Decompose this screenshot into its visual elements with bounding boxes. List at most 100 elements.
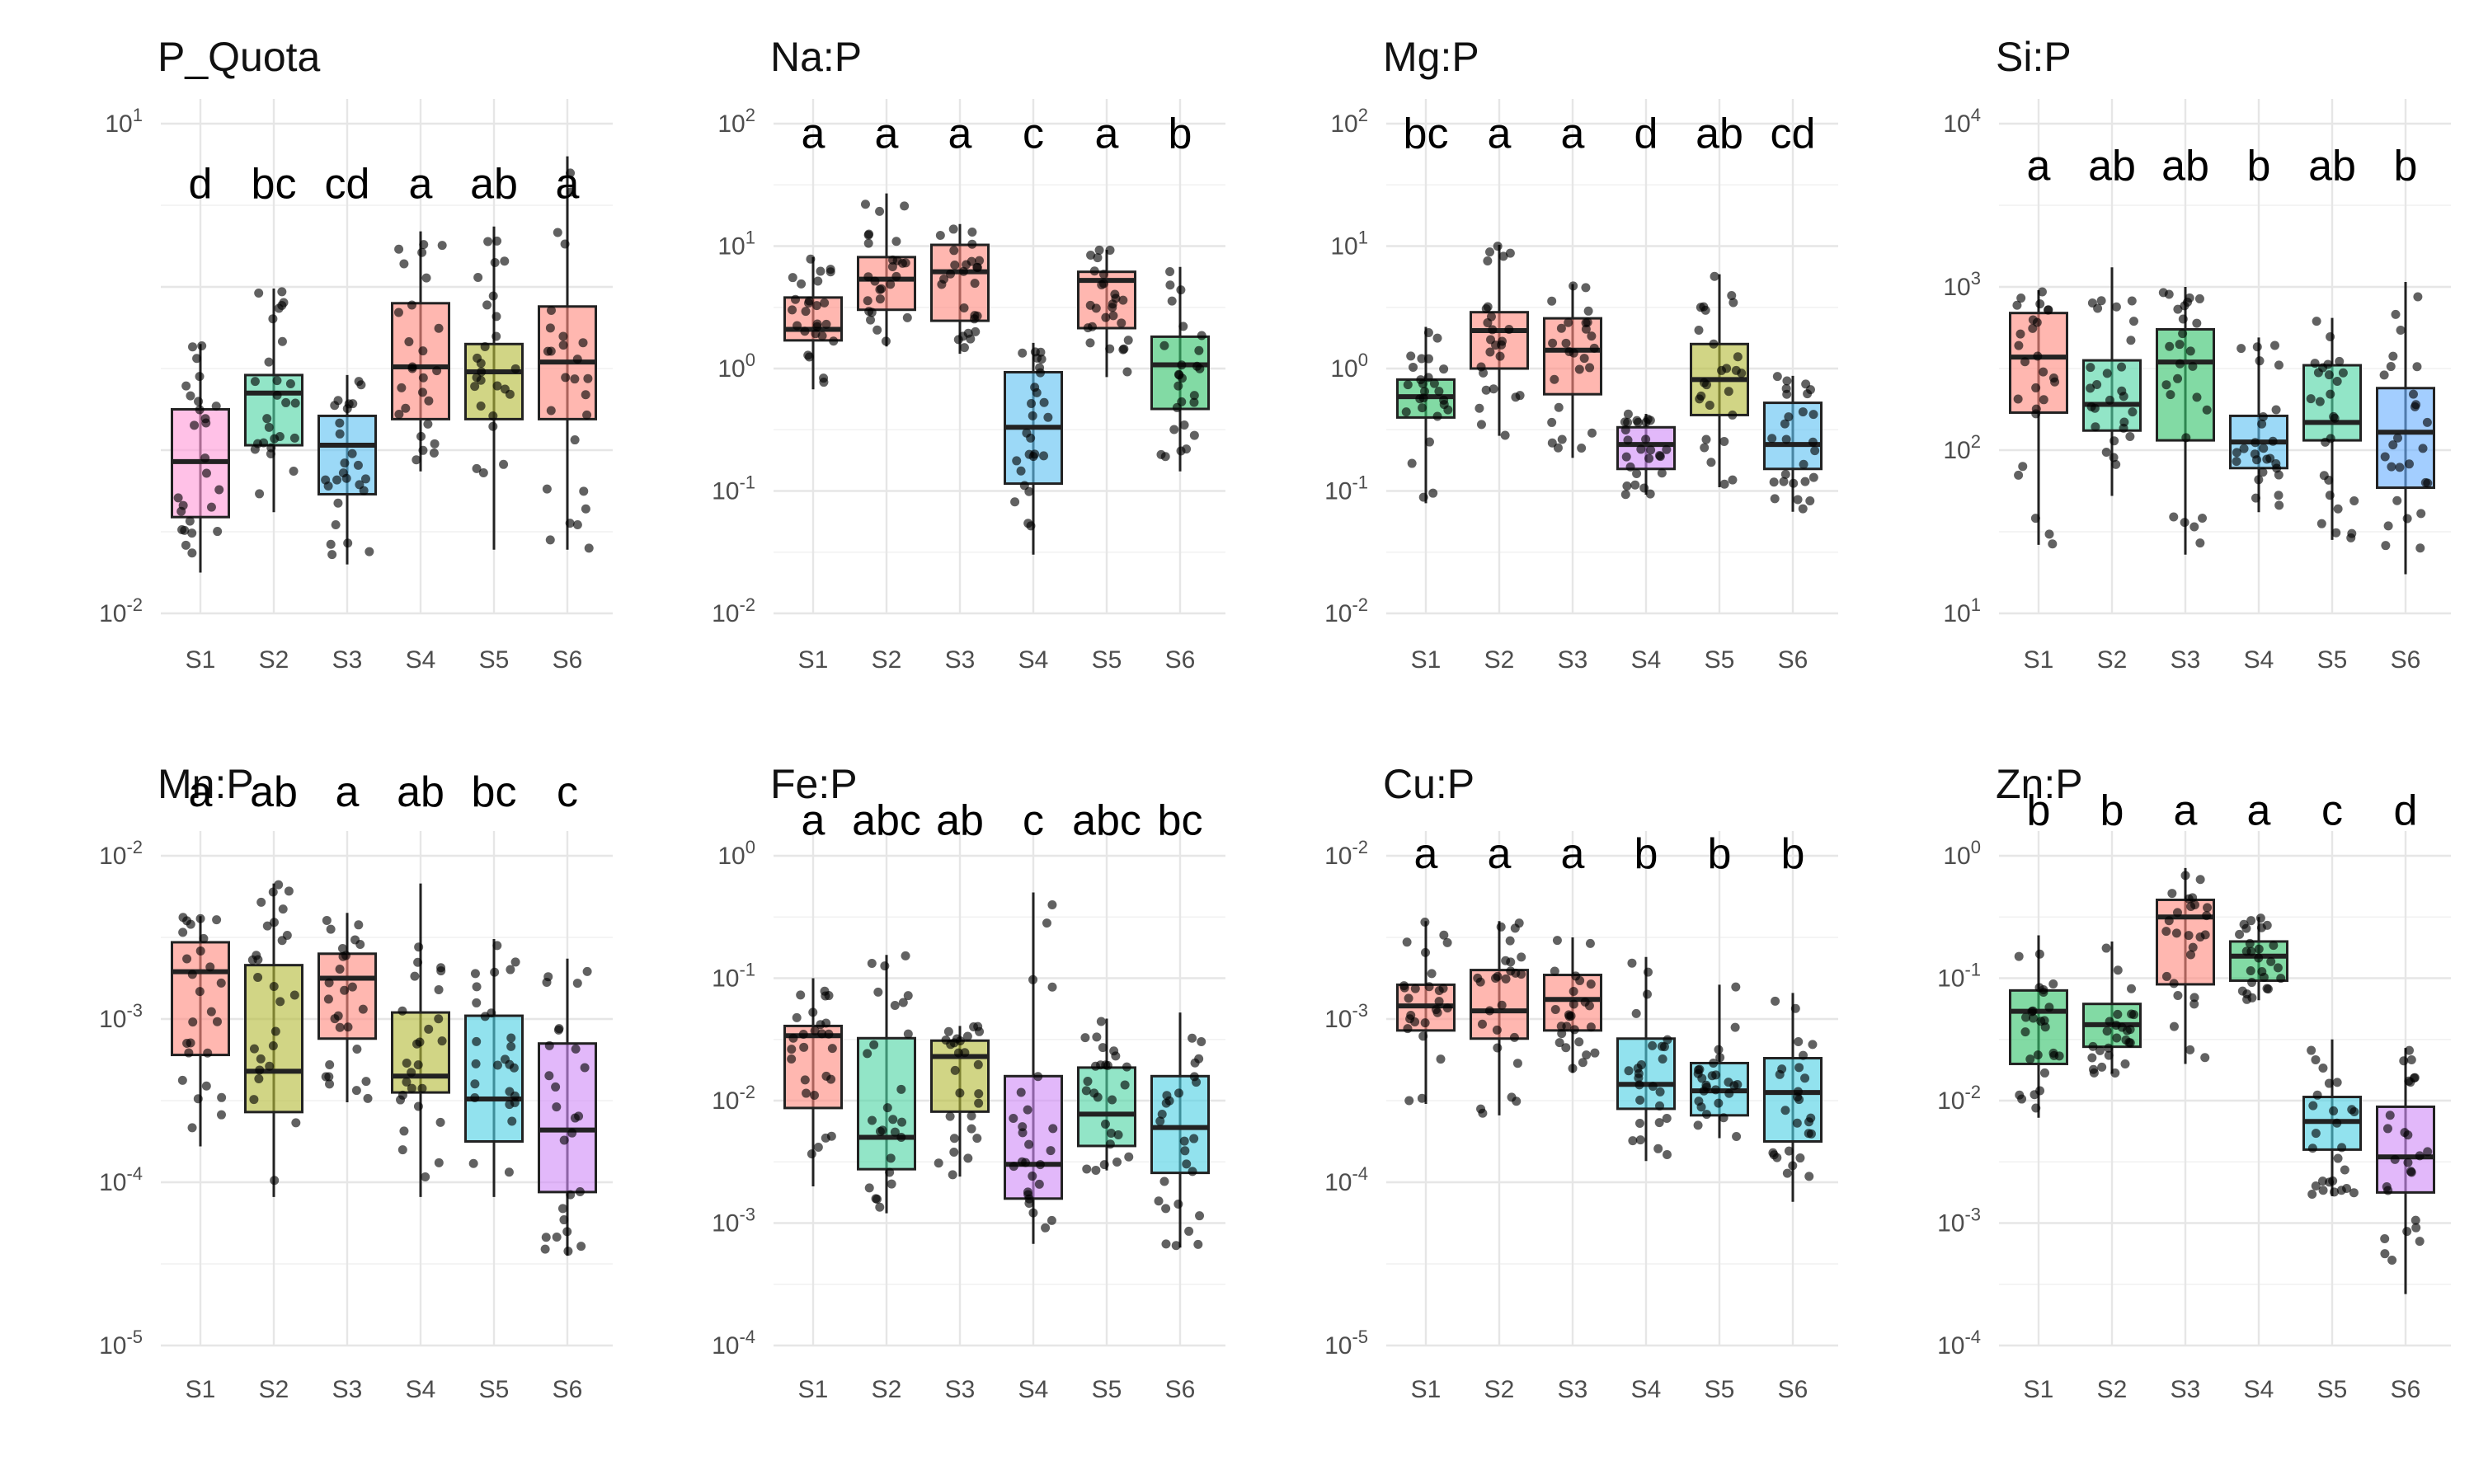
data-point bbox=[2342, 1184, 2352, 1194]
data-point bbox=[802, 1088, 811, 1098]
data-point bbox=[343, 1022, 353, 1032]
data-point bbox=[2188, 893, 2198, 903]
data-point bbox=[2332, 1078, 2342, 1087]
data-point bbox=[2391, 309, 2401, 319]
data-point bbox=[324, 1072, 334, 1082]
x-tick-label: S5 bbox=[1092, 1376, 1122, 1403]
y-tick-label: 100 bbox=[717, 837, 755, 870]
data-point bbox=[1432, 1007, 1442, 1017]
data-point bbox=[1780, 469, 1790, 479]
data-point bbox=[2086, 363, 2095, 373]
x-tick-label: S3 bbox=[1558, 1376, 1588, 1403]
data-point bbox=[1033, 1072, 1043, 1082]
panel-cu-p: Cu:P 10-2 10-3 10-4 10-5 S1 S2 S3 S4 S5 S6 a a a b b b bbox=[1324, 761, 1838, 1403]
data-point bbox=[801, 307, 811, 317]
data-point bbox=[397, 1145, 407, 1155]
data-point bbox=[1711, 1070, 1721, 1080]
x-tick-label: S1 bbox=[2024, 646, 2054, 674]
data-point bbox=[2402, 1227, 2412, 1237]
data-point bbox=[2246, 946, 2256, 956]
data-point bbox=[1501, 956, 1511, 965]
data-point bbox=[1479, 368, 1489, 378]
data-point bbox=[505, 1087, 515, 1097]
box-s2 bbox=[2082, 941, 2142, 1078]
box-s4 bbox=[1004, 342, 1063, 555]
data-point bbox=[2127, 984, 2137, 993]
data-point bbox=[182, 954, 192, 964]
data-point bbox=[401, 403, 411, 413]
data-point bbox=[541, 1233, 551, 1242]
box-s5 bbox=[464, 938, 524, 1197]
data-point bbox=[2311, 1054, 2321, 1064]
data-point bbox=[1788, 1161, 1798, 1171]
data-point bbox=[1724, 387, 1733, 397]
data-point bbox=[1442, 1003, 1452, 1013]
data-point bbox=[578, 338, 588, 348]
data-point bbox=[1505, 248, 1515, 258]
data-point bbox=[268, 887, 278, 897]
data-point bbox=[284, 886, 294, 896]
data-point bbox=[1420, 917, 1430, 927]
data-point bbox=[1571, 971, 1581, 981]
data-point bbox=[270, 1176, 280, 1186]
data-point bbox=[950, 1065, 960, 1075]
data-point bbox=[800, 326, 810, 336]
significance-letter: b bbox=[1634, 830, 1658, 878]
data-point bbox=[1189, 1134, 1199, 1144]
data-point bbox=[872, 325, 882, 335]
data-point bbox=[2033, 351, 2043, 361]
data-point bbox=[1112, 1158, 1122, 1167]
data-point bbox=[2181, 433, 2191, 443]
data-point bbox=[1023, 519, 1033, 528]
data-point bbox=[875, 206, 885, 216]
data-point bbox=[1410, 984, 1420, 993]
box-s5 bbox=[464, 226, 524, 550]
data-point bbox=[2020, 357, 2030, 367]
data-point bbox=[863, 238, 873, 248]
data-point bbox=[580, 1063, 590, 1073]
box-s3 bbox=[317, 913, 377, 1103]
data-point bbox=[2028, 315, 2038, 325]
data-point bbox=[2109, 436, 2119, 446]
data-point bbox=[1418, 379, 1427, 389]
data-point bbox=[2262, 984, 2272, 993]
data-point bbox=[1189, 430, 1199, 440]
data-point bbox=[264, 357, 274, 367]
x-tick-label: S5 bbox=[479, 646, 510, 674]
data-point bbox=[934, 1158, 943, 1168]
data-point bbox=[1585, 938, 1595, 948]
box-s1 bbox=[171, 340, 230, 573]
data-point bbox=[890, 1000, 900, 1010]
data-point bbox=[1574, 364, 1584, 374]
box-s5 bbox=[1690, 271, 1749, 489]
data-point bbox=[1032, 353, 1042, 363]
significance-letter: d bbox=[1634, 110, 1658, 157]
data-point bbox=[1439, 395, 1449, 405]
data-point bbox=[870, 276, 880, 286]
data-point bbox=[2169, 512, 2179, 522]
data-point bbox=[1089, 1088, 1099, 1098]
x-tick-label: S4 bbox=[2244, 1376, 2274, 1403]
data-point bbox=[2161, 380, 2171, 390]
data-point bbox=[544, 1071, 554, 1081]
data-point bbox=[2101, 943, 2111, 953]
box-body bbox=[244, 964, 303, 1114]
data-point bbox=[1645, 489, 1655, 499]
box-s1 bbox=[171, 913, 230, 1147]
data-point bbox=[875, 294, 885, 304]
data-point bbox=[821, 1018, 831, 1028]
data-point bbox=[972, 311, 982, 321]
data-point bbox=[808, 1007, 818, 1017]
data-point bbox=[804, 352, 814, 362]
y-tick-label: 10-2 bbox=[1324, 594, 1368, 627]
data-point bbox=[1498, 251, 1508, 261]
data-point bbox=[2329, 1106, 2339, 1115]
data-point bbox=[492, 236, 502, 246]
data-point bbox=[1564, 1010, 1573, 1020]
x-tick-label: S1 bbox=[798, 646, 829, 674]
data-point bbox=[2113, 965, 2123, 975]
data-point bbox=[472, 463, 482, 473]
data-point bbox=[407, 300, 416, 310]
y-tick-label: 10-4 bbox=[712, 1327, 755, 1360]
